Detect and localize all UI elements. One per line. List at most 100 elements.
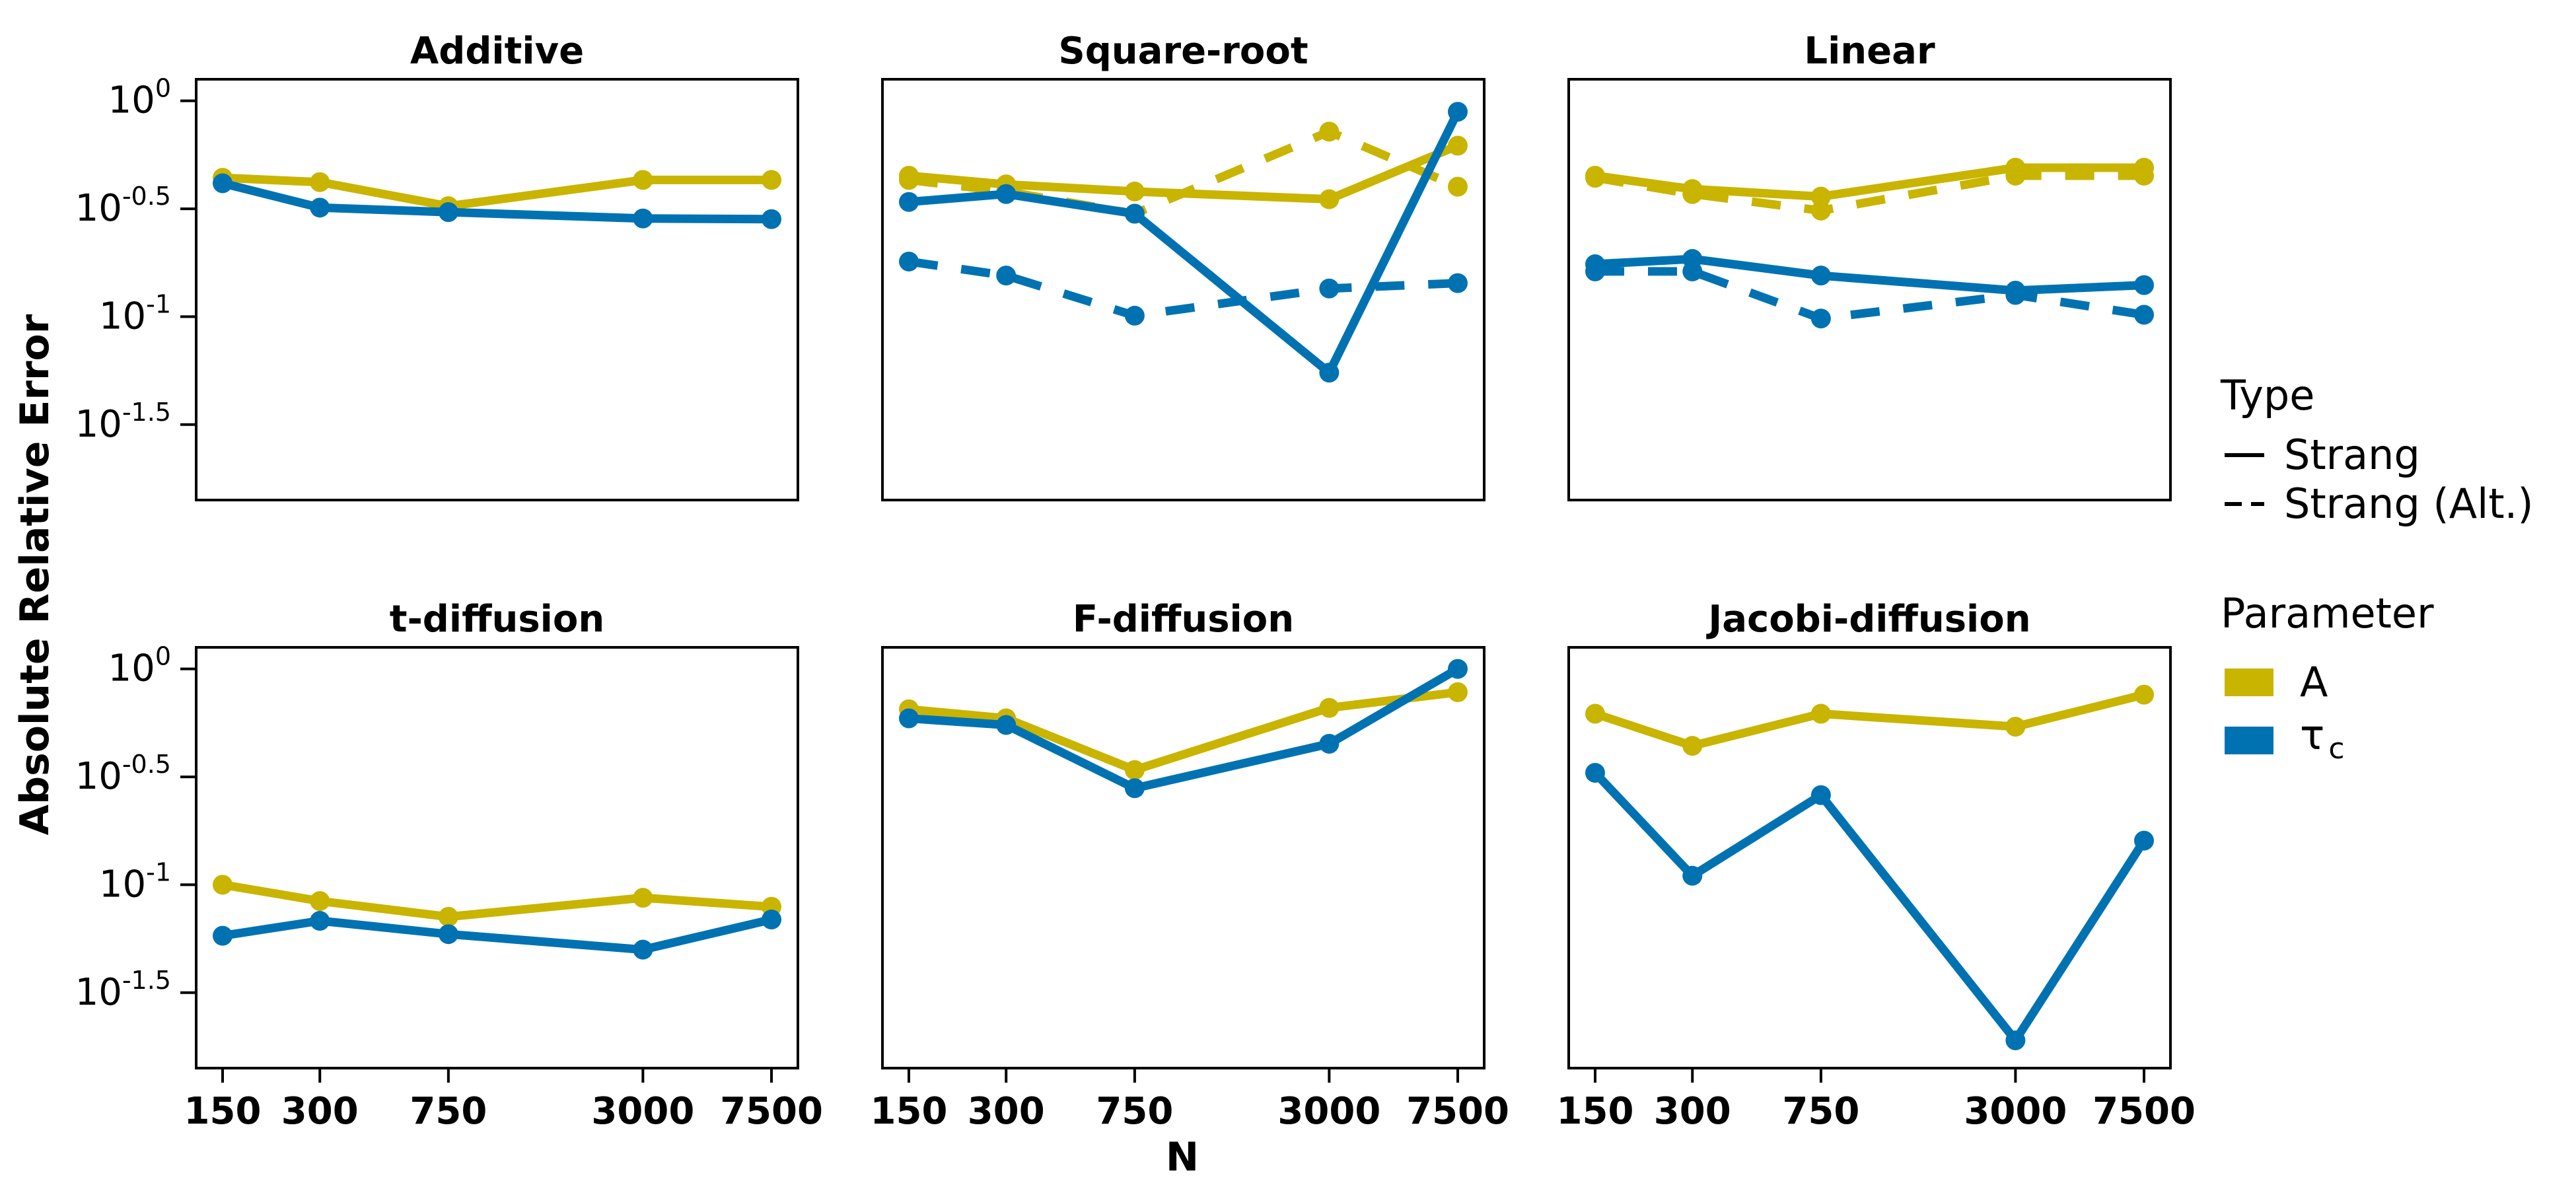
panel-linear: Linear [1567,30,2172,501]
data-point [2134,305,2154,325]
data-point [1124,181,1145,201]
x-tick-label: 7500 [720,1090,823,1133]
data-point [310,172,330,192]
y-tick-label: 100 [108,74,171,122]
data-point [1124,760,1145,780]
data-point [2005,165,2026,186]
y-tick-label: 10-0.5 [75,750,171,798]
series-line-a-strang [1594,163,2144,201]
data-point [2134,165,2154,186]
x-tick-label: 3000 [1964,1090,2067,1133]
data-point [1810,785,1831,805]
panel-frame [881,646,1485,1069]
data-point [633,888,653,908]
data-point [1448,102,1468,122]
data-point [1124,305,1145,326]
data-point [310,198,330,218]
x-tick-label: 7500 [2093,1090,2196,1133]
panel-title: Linear [1804,30,1935,73]
data-point [1810,186,1831,207]
data-point [1585,261,1605,281]
y-tick-label: 10-1 [99,857,171,906]
x-tick-label: 7500 [1406,1090,1509,1133]
y-axis-label: Absolute Relative Error [12,314,58,835]
data-point [438,906,458,927]
legend-tau-swatch [2225,727,2273,754]
series-line-a-strang [221,880,772,921]
data-point [1810,200,1831,221]
x-axis-label: N [1166,1134,1199,1180]
data-point [2005,1030,2026,1050]
data-point [1319,278,1340,299]
legend-a-label: A [2300,658,2328,706]
panel-f-diffusion: F-diffusion 150 300 750 3000 7500 [871,598,1509,1133]
panel-frame [195,646,799,1069]
data-point [1682,865,1703,886]
panel-title: Jacobi-diffusion [1705,598,2030,641]
series-line-tau-strang [222,915,773,955]
series-line-a-strang [908,688,1458,775]
data-point [2134,275,2154,295]
data-point [1810,703,1831,724]
data-point [633,170,653,190]
panel-frame [1567,78,2172,501]
data-point [1682,261,1703,281]
data-point [996,266,1017,286]
x-tick-label: 3000 [591,1090,694,1133]
data-point [1448,659,1468,679]
panel-t-diffusion: t-diffusion 100 10-0.5 10-1 10-1.5 150 300 750 3… [75,598,823,1133]
data-point [2005,285,2026,305]
x-tick-label: 300 [1654,1090,1731,1133]
y-tick-label: 100 [108,642,171,690]
data-point [899,170,919,190]
data-point [1319,122,1340,142]
data-point [1682,184,1703,204]
data-point [213,875,233,895]
y-tick-label: 10-0.5 [75,182,171,230]
legend-parameter-title: Parameter [2221,589,2434,637]
data-point [2005,717,2026,737]
data-point [1448,273,1468,293]
panel-additive: Additive 100 10-0.5 10-1 10-1.5 [75,30,799,501]
data-point [1810,308,1831,329]
y-tick-label: 10-1.5 [75,966,171,1014]
data-point [1810,266,1831,286]
data-point [633,939,653,960]
data-point [1585,762,1605,783]
data-point [1319,363,1340,383]
data-point [762,909,781,929]
legend-tau-subscript: c [2328,732,2344,766]
legend-tau-symbol: τ [2300,711,2324,759]
data-point [1319,189,1340,209]
series-line-tau-strang [908,665,1460,793]
data-point [1124,203,1145,224]
x-tick-label: 3000 [1277,1090,1380,1133]
data-point [213,925,233,946]
data-point [1682,736,1703,756]
legend-type-title: Type [2220,371,2314,419]
data-point [1319,733,1340,754]
data-point [1585,703,1605,724]
data-point [438,202,458,223]
data-point [1124,778,1145,799]
data-point [996,715,1017,735]
panel-frame [1567,646,2172,1069]
x-tick-label: 750 [410,1090,487,1133]
data-point [213,173,233,194]
data-point [633,208,653,229]
data-point [2134,684,2154,705]
data-point [996,184,1017,204]
data-point [1448,682,1468,702]
panel-title: Additive [410,30,584,73]
series-line-a-strang [1593,690,2145,750]
data-point [1448,176,1468,197]
legend-strang-alt-label: Strang (Alt.) [2284,480,2534,528]
series-line-a-strang-alt [908,127,1460,218]
data-point [899,251,919,271]
panel-title: F-diffusion [1073,598,1294,641]
data-point [899,708,919,729]
data-point [762,170,781,190]
